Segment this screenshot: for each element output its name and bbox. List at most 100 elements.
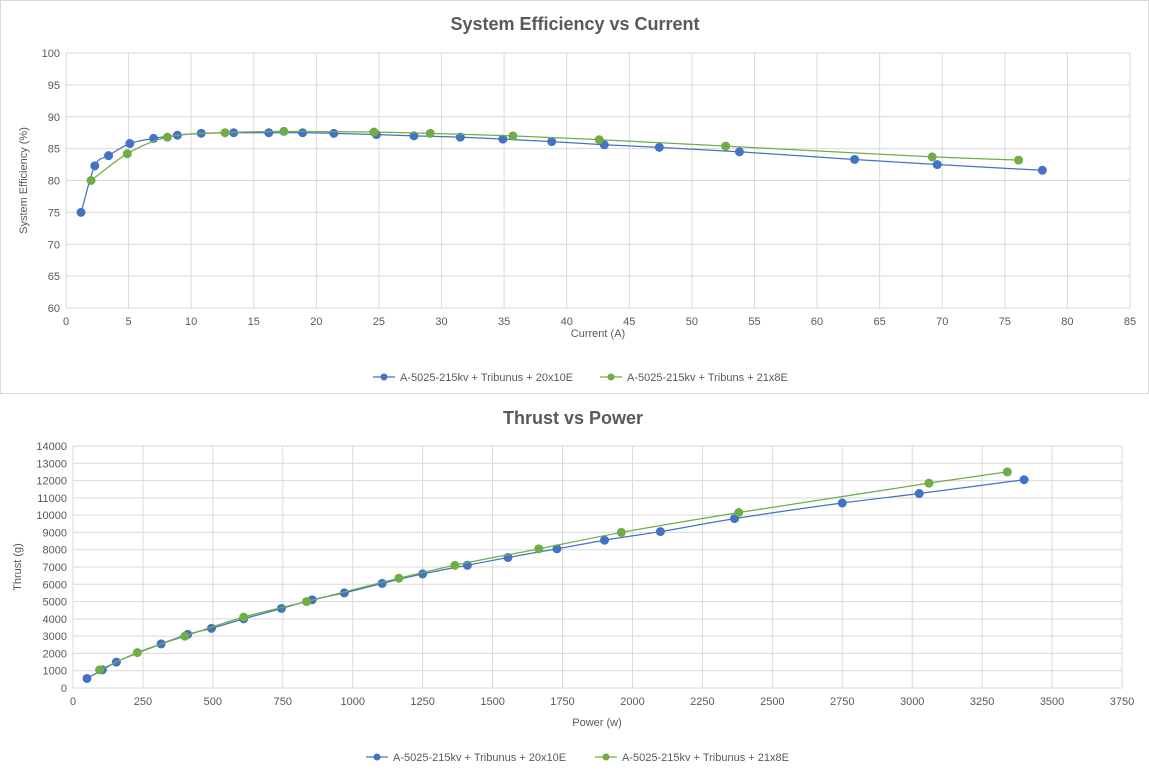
data-point [425,128,435,138]
x-tick-label: 2250 [690,696,714,708]
legend-item: A-5025-215kv + Tribunus + 21x8E [595,752,789,764]
y-tick-label: 90 [48,112,60,124]
y-tick-label: 6000 [43,579,67,591]
x-tick-label: 1500 [480,696,504,708]
x-tick-label: 3500 [1040,696,1064,708]
y-tick-label: 1000 [43,666,67,678]
data-point [76,207,86,217]
gridlines [72,445,1123,689]
y-tick-label: 75 [48,207,60,219]
legend-label: A-5025-215kv + Tribunus + 20x10E [400,372,573,384]
x-tick-label: 2500 [760,696,784,708]
data-point [654,142,664,152]
x-tick-label: 0 [70,696,76,708]
x-tick-label: 750 [274,696,292,708]
data-point [1002,467,1012,477]
legend: A-5025-215kv + Tribunus + 20x10E A-5025-2… [373,372,788,384]
legend-item: A-5025-215kv + Tribunus + 20x10E [366,752,566,764]
data-point [302,597,312,607]
data-point [104,151,114,161]
x-tick-label: 55 [748,316,760,328]
data-point [450,560,460,570]
data-point [329,128,339,138]
data-point [86,176,96,185]
data-point [276,603,286,613]
x-tick-label: 35 [498,316,510,328]
x-tick-label: 60 [811,316,823,328]
x-tick-label: 10 [185,316,197,328]
data-point [369,127,379,137]
data-point [547,137,557,147]
efficiency-chart: System Efficiency vs Current 0 5 10 15 20 25 30… [18,14,1136,384]
data-point [125,139,135,149]
legend-label: A-5025-215kv + Tribuns + 21x8E [627,372,788,384]
x-tick-label: 70 [936,316,948,328]
data-point [734,147,744,157]
x-tick-label: 75 [999,316,1011,328]
data-point [1019,475,1029,485]
x-tick-label: 3750 [1110,696,1134,708]
y-tick-label: 11000 [37,493,67,505]
data-point [850,154,860,164]
data-point [239,612,249,622]
x-axis-title: Current (A) [571,328,625,340]
x-tick-label: 25 [373,316,385,328]
data-point [90,161,100,171]
y-tick-label: 85 [48,144,60,156]
data-point [82,673,92,683]
data-point [162,132,172,142]
y-tick-label: 8000 [43,545,67,557]
chart-title: System Efficiency vs Current [450,14,699,34]
x-tick-label: 65 [874,316,886,328]
x-tick-label: 40 [561,316,573,328]
data-point [220,128,230,138]
x-axis-title: Power (w) [572,717,622,729]
series-line [99,471,1008,671]
thrust-chart: Thrust vs Power 0 250 500 750 1000 1250 1500 175… [12,408,1134,764]
y-tick-label: 14000 [36,441,67,453]
y-tick-label: 80 [48,176,60,188]
data-point [552,544,562,554]
y-tick-label: 0 [61,683,67,695]
x-tick-label: 0 [63,316,69,328]
data-point [599,535,609,545]
y-tick-label: 95 [48,80,60,92]
legend-label: A-5025-215kv + Tribunus + 21x8E [622,752,789,764]
data-point [734,508,744,518]
series-line [80,132,1043,213]
chart-title: Thrust vs Power [503,408,643,428]
x-tick-label: 45 [623,316,635,328]
data-point [932,160,942,170]
gridlines [65,52,1131,309]
data-point [534,544,544,554]
x-tick-label: 80 [1061,316,1073,328]
data-point [508,131,518,141]
data-point [927,152,937,162]
data-point [409,131,419,141]
y-tick-label: 7000 [43,562,67,574]
y-tick-label: 100 [42,48,60,60]
y-tick-label: 12000 [36,476,67,488]
series-line [86,479,1025,680]
data-point [122,149,132,159]
x-tick-label: 2750 [830,696,854,708]
data-point [721,141,731,151]
data-point [264,128,274,138]
data-point [914,489,924,499]
legend-marker [607,373,615,381]
data-point [1014,155,1024,165]
y-axis-title: Thrust (g) [12,543,24,591]
x-tick-label: 250 [134,696,152,708]
x-tick-label: 15 [248,316,260,328]
x-tick-label: 3000 [900,696,924,708]
y-tick-label: 70 [48,239,60,251]
data-point [837,498,847,508]
data-point [298,128,308,138]
y-tick-label: 13000 [36,458,67,470]
y-tick-label: 60 [48,303,60,315]
data-point [394,573,404,583]
data-point [498,134,508,144]
x-tick-label: 30 [435,316,447,328]
series-1 [82,475,1029,683]
x-tick-label: 50 [686,316,698,328]
